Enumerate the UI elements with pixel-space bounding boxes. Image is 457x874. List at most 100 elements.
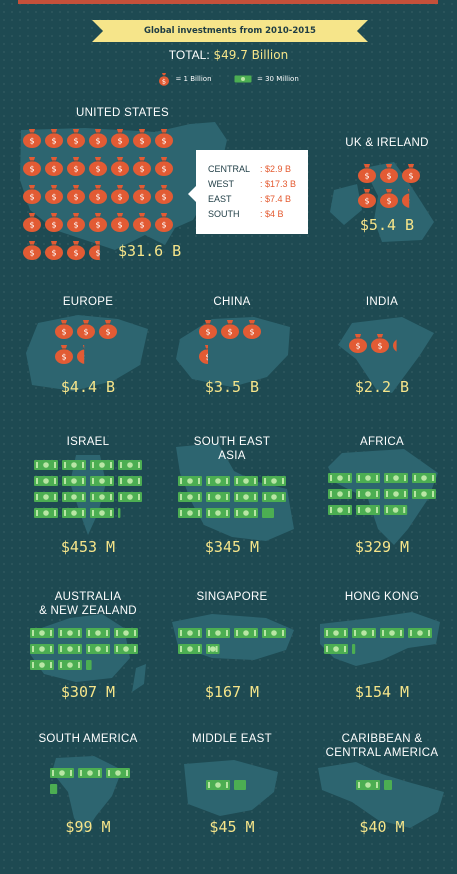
region-caribbean-central-america: CARIBBEAN & CENTRAL AMERICA $40 M: [312, 730, 452, 845]
region-amount: $45 M: [209, 818, 255, 836]
bill-stack-icon: [234, 492, 258, 502]
svg-text:$: $: [29, 193, 34, 202]
uk-bag-icons: $ $ $ $ $ $: [358, 164, 420, 208]
svg-text:$: $: [73, 165, 78, 174]
hong-kong-bill-icons: [324, 628, 432, 654]
bill-stack-icon: [384, 473, 408, 483]
bill-stack-icon: [62, 508, 86, 518]
svg-text:$: $: [205, 353, 210, 362]
bill-stack-icon: [78, 768, 102, 778]
bill-stack-icon: [178, 628, 202, 638]
svg-text:$: $: [105, 328, 110, 337]
svg-text:$: $: [117, 221, 122, 230]
svg-text:$: $: [386, 197, 391, 206]
money-bag-icon: $: [89, 185, 107, 204]
region-uk-ireland: UK & IRELAND $ $ $ $ $ $ $5.4 B: [322, 130, 452, 255]
bill-stack-icon: [206, 780, 230, 790]
svg-text:$: $: [29, 221, 34, 230]
bill-stack-icon: [328, 489, 352, 499]
svg-text:$: $: [29, 137, 34, 146]
legend-bills: = 30 Million: [234, 75, 299, 83]
breakdown-row-west: WEST: $17.3 B: [208, 179, 304, 189]
svg-text:$: $: [139, 137, 144, 146]
bill-stack-icon: [114, 628, 138, 638]
region-name: CARIBBEAN & CENTRAL AMERICA: [325, 733, 439, 759]
israel-bill-icons: [34, 460, 142, 518]
region-amount: $453 M: [60, 538, 116, 556]
bill-stack-icon: [90, 460, 114, 470]
money-bag-icon: $: [133, 157, 151, 176]
bill-stack-icon: [178, 644, 202, 654]
bill-stack-icon: [178, 492, 202, 502]
bill-stack-icon: [118, 492, 142, 502]
region-name: UK & IRELAND: [345, 137, 429, 149]
bill-stack-icon: [34, 492, 58, 502]
svg-text:$: $: [95, 249, 100, 258]
bill-stack-icon: [384, 489, 408, 499]
svg-text:$: $: [377, 342, 382, 351]
region-name: UNITED STATES: [76, 107, 169, 119]
money-bag-icon: $: [111, 185, 129, 204]
svg-text:$: $: [29, 165, 34, 174]
money-bag-icon: $: [155, 213, 173, 232]
breakdown-region: WEST: [208, 179, 234, 189]
total-label: TOTAL:: [168, 48, 210, 62]
region-israel: ISRAEL $453 M: [18, 433, 158, 558]
middle-east-map: [184, 760, 278, 816]
money-bag-icon: $: [155, 129, 173, 148]
region-name: HONG KONG: [344, 591, 420, 603]
region-amount: $3.5 B: [204, 378, 260, 396]
money-bag-icon: $: [23, 241, 41, 260]
svg-text:$: $: [95, 193, 100, 202]
money-bag-icon: $: [89, 129, 107, 148]
bill-stack-icon: [234, 476, 258, 486]
bill-stack-icon: [206, 476, 230, 486]
bill-stack-icon: [30, 644, 54, 654]
money-bag-icon: $: [221, 320, 239, 339]
bill-stack-icon: [58, 644, 82, 654]
svg-text:$: $: [364, 197, 369, 206]
bill-stack-icon: [234, 628, 258, 638]
bill-stack-icon: [408, 628, 432, 638]
region-name: MIDDLE EAST: [192, 733, 272, 745]
svg-text:$: $: [61, 328, 66, 337]
bill-stack-icon: [324, 628, 348, 638]
singapore-map: [172, 614, 294, 660]
bill-stack-icon: [118, 508, 121, 518]
region-amount: $345 M: [204, 538, 260, 556]
region-singapore: SINGAPORE $167 M: [162, 588, 302, 708]
breakdown-region: SOUTH: [208, 209, 240, 219]
region-amount: $307 M: [60, 683, 116, 701]
money-bag-icon: $: [402, 189, 413, 208]
money-bag-icon: $: [45, 157, 63, 176]
hong-kong-map: [320, 612, 440, 666]
money-bag-icon: $: [133, 213, 151, 232]
money-bag-icon: $: [402, 164, 420, 183]
region-amount: $329 M: [354, 538, 410, 556]
svg-text:$: $: [51, 165, 56, 174]
bill-stack-icon: [352, 644, 356, 654]
bill-stack-icon: [118, 460, 142, 470]
money-bag-icon: $: [380, 164, 398, 183]
bill-stack-icon: [356, 489, 380, 499]
bill-stack-icon: [234, 75, 252, 83]
bill-stack-icon: [262, 476, 286, 486]
svg-text:$: $: [408, 197, 413, 206]
bill-stack-icon: [384, 780, 392, 790]
bill-stack-icon: [86, 660, 92, 670]
svg-text:$: $: [139, 193, 144, 202]
money-bag-icon: $: [199, 320, 217, 339]
bill-stack-icon: [178, 476, 202, 486]
money-bag-icon: $: [199, 345, 210, 364]
money-bag-icon: $: [133, 185, 151, 204]
svg-text:$: $: [386, 172, 391, 181]
breakdown-amount: : $4 B: [260, 209, 284, 219]
money-bag-icon: $: [55, 345, 73, 364]
bill-stack-icon: [34, 460, 58, 470]
region-name: CHINA: [213, 296, 251, 308]
total-value: $49.7 Billion: [213, 48, 289, 62]
money-bag-icon: $: [99, 320, 117, 339]
region-name: SINGAPORE: [196, 591, 268, 603]
caribbean-map: [318, 762, 444, 828]
legend: $ = 1 Billion = 30 Million: [0, 72, 457, 86]
